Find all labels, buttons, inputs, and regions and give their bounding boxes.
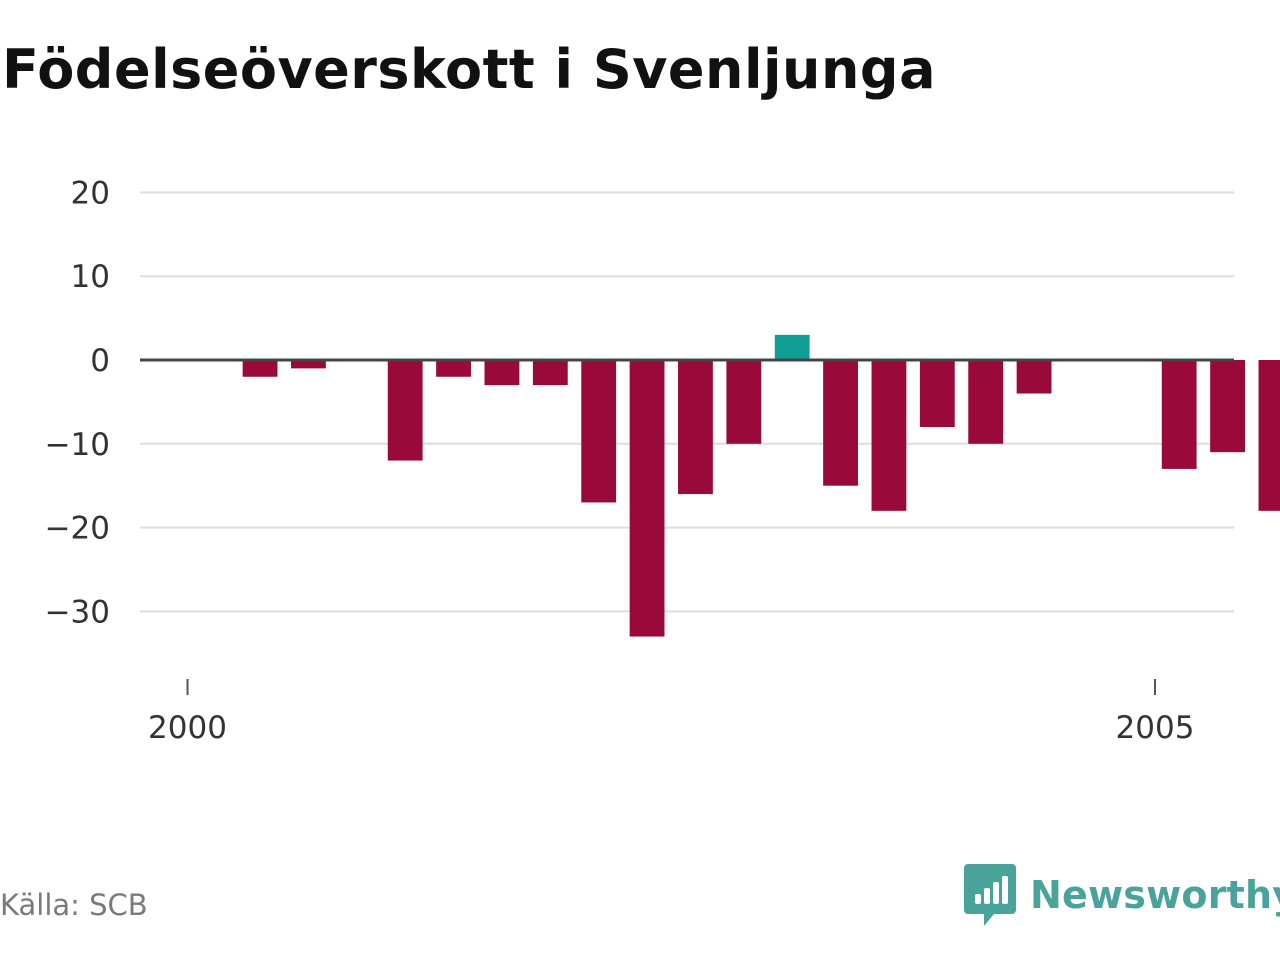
bar: [678, 360, 713, 495]
bar: [726, 360, 762, 444]
y-tick-label: 10: [71, 259, 110, 295]
brand-logo: Newsworthy: [964, 864, 1280, 926]
bar: [532, 360, 568, 386]
bar: [242, 360, 278, 377]
x-tick-label: 2005: [1116, 710, 1195, 746]
bar: [581, 360, 617, 503]
x-tick-label: 2000: [148, 710, 227, 746]
bar: [1210, 360, 1245, 453]
bar: [774, 334, 810, 360]
newsworthy-logo-icon: [964, 864, 1016, 926]
bar: [291, 360, 326, 369]
y-tick-label: −20: [45, 511, 110, 547]
bar: [436, 360, 471, 377]
bar: [823, 360, 858, 486]
y-tick-label: −10: [45, 427, 110, 463]
y-axis-labels: 20 10 0 −10 −20 −30: [45, 175, 110, 630]
bar: [1258, 360, 1280, 511]
y-tick-label: 0: [90, 343, 110, 379]
brand-name: Newsworthy: [1030, 873, 1280, 917]
y-tick-label: 20: [71, 175, 110, 211]
bar: [629, 360, 665, 637]
bar: [919, 360, 955, 428]
source-note: Källa: SCB: [0, 888, 148, 922]
bar: [1016, 360, 1052, 394]
bar: [968, 360, 1004, 444]
bar: [871, 360, 907, 511]
bar-series: [242, 334, 1280, 637]
chart-title: Födelseöverskott i Svenljunga: [2, 38, 937, 101]
bar: [484, 360, 520, 386]
bar: [387, 360, 423, 461]
x-axis: 200020052010201520202025: [148, 679, 1195, 746]
bar: [1161, 360, 1197, 469]
y-tick-label: −30: [45, 594, 110, 630]
